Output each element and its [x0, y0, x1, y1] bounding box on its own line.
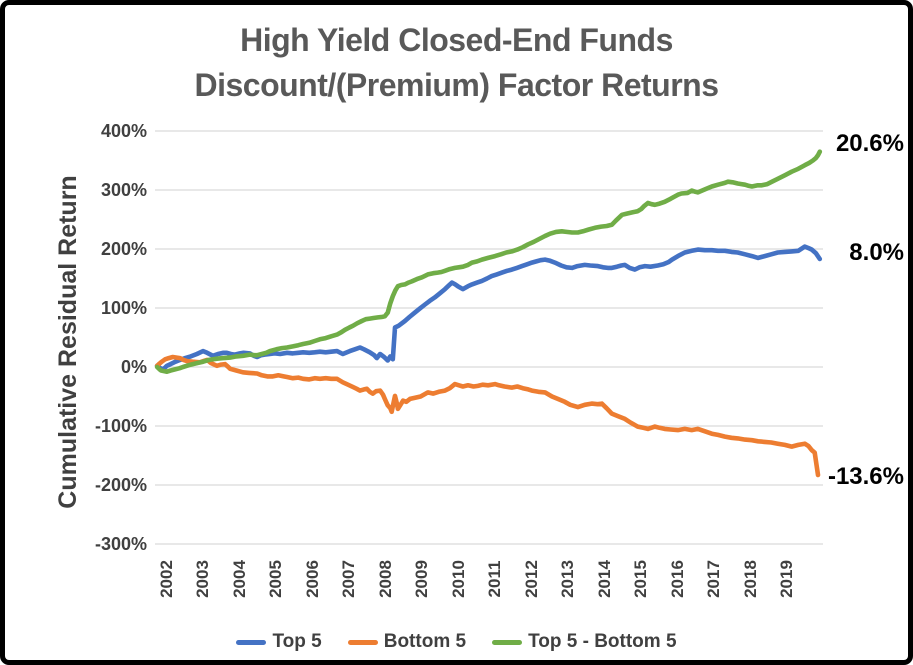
- x-axis-tick-label: 2011: [485, 560, 505, 598]
- x-axis-tick-label: 2007: [339, 560, 359, 598]
- legend-swatch-top-5-line-icon: [236, 639, 267, 645]
- series-line-bottom-5: [154, 354, 821, 478]
- legend-item-top-5: Top 5: [236, 631, 322, 653]
- x-axis-tick-label: 2018: [740, 560, 760, 598]
- x-axis-tick-label: 2012: [521, 560, 541, 598]
- y-axis-tick-label: -100%: [94, 416, 147, 436]
- y-axis-tick-label: 400%: [100, 121, 147, 141]
- y-axis-tick-label: 200%: [100, 239, 147, 259]
- x-axis-tick-label: 2014: [594, 560, 614, 598]
- y-axis-tick-label: -200%: [94, 475, 147, 495]
- x-axis-tick-label: 2008: [375, 560, 395, 598]
- legend-swatch-spread-line-icon: [492, 639, 523, 645]
- x-axis-tick-label: 2004: [229, 560, 249, 598]
- x-axis-tick-label: 2016: [667, 560, 687, 598]
- data-label-bottom5: -13.6%: [827, 462, 904, 490]
- x-axis-tick-label: 2009: [412, 560, 432, 598]
- x-axis-tick-label: 2013: [558, 560, 578, 598]
- x-axis-tick-label: 2015: [631, 560, 651, 598]
- x-axis-tick-label: 2005: [266, 560, 286, 598]
- y-axis-tick-label: 0%: [120, 357, 147, 377]
- x-axis-tick-label: 2010: [448, 560, 468, 598]
- y-axis-tick-label: -300%: [94, 534, 147, 554]
- x-axis-tick-label: 2006: [302, 560, 322, 598]
- plot-area: [154, 130, 823, 545]
- x-axis-tick-label: 2002: [156, 560, 176, 598]
- y-axis-tick-label: 100%: [100, 298, 147, 318]
- chart-title-line1: High Yield Closed-End Funds: [240, 22, 673, 58]
- legend-item-spread: Top 5 - Bottom 5: [492, 631, 677, 653]
- series-line-top-5-bottom-5: [154, 149, 823, 375]
- data-label-spread: 20.6%: [835, 129, 904, 157]
- y-axis-tick-label: 300%: [100, 180, 147, 200]
- legend-label-bottom-5: Bottom 5: [383, 631, 467, 652]
- legend: Top 5 Bottom 5 Top 5 - Bottom 5: [5, 631, 908, 653]
- x-axis-tick-label: 2003: [193, 560, 213, 598]
- legend-item-bottom-5: Bottom 5: [347, 631, 467, 653]
- x-axis-tick-label: 2017: [704, 560, 724, 598]
- legend-label-spread: Top 5 - Bottom 5: [528, 631, 677, 652]
- chart-title: High Yield Closed-End Funds Discount/(Pr…: [5, 18, 908, 108]
- legend-label-top-5: Top 5: [272, 631, 322, 652]
- data-label-top5: 8.0%: [849, 239, 904, 267]
- chart-title-line2: Discount/(Premium) Factor Returns: [194, 67, 719, 103]
- legend-swatch-bottom-5-line-icon: [347, 639, 378, 645]
- x-axis-tick-label: 2019: [777, 560, 797, 598]
